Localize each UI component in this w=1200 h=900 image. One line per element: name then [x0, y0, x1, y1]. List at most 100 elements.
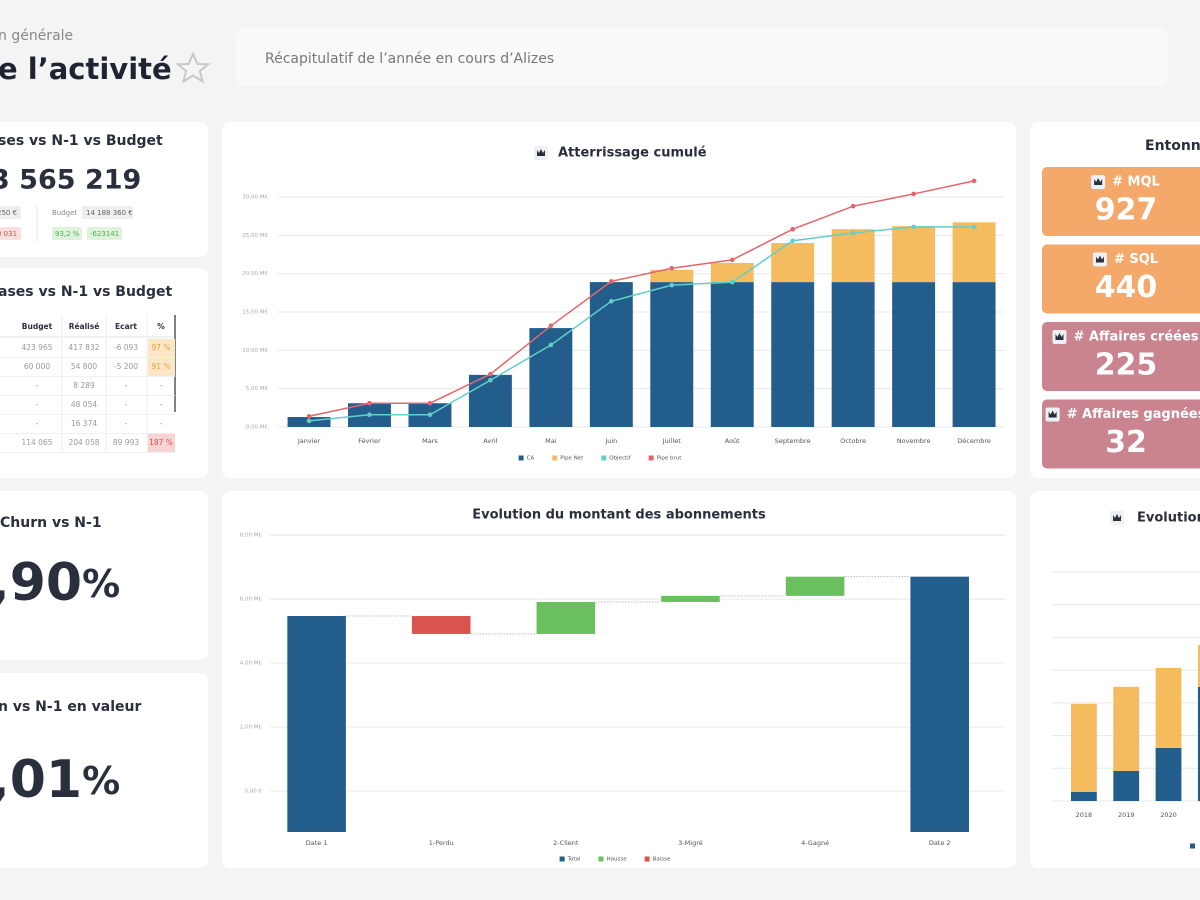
cell: - [160, 381, 163, 390]
y-tick-label: 2,00 M€ [240, 725, 263, 731]
legend-item: Pipe Net [552, 455, 584, 462]
x-tick-label: Décembre [957, 437, 991, 445]
cell: - [36, 419, 39, 428]
legend-label: CA [527, 456, 535, 462]
y-tick-label: 10,00 M€ [242, 348, 268, 354]
bar [1155, 748, 1182, 801]
x-tick-label: Novembre [897, 437, 931, 445]
legend-label: Pipe Net [560, 456, 584, 462]
cell: - [36, 381, 39, 390]
table: Budget Réalisé Ecart % 423 965 417 832 -6 093 9… [0, 315, 176, 453]
cell: 48 054 [71, 400, 97, 409]
legend-swatch [648, 455, 654, 461]
card [0, 673, 208, 868]
cell: 16 374 [71, 419, 97, 428]
funnel-label: # SQL [1114, 252, 1158, 267]
cell: - [125, 419, 128, 428]
search-box[interactable] [236, 28, 1168, 86]
funnel-label: # Affaires gagnées [1067, 407, 1200, 422]
funnel-label: # Affaires créées [1073, 330, 1198, 345]
y-tick-label: 30,00 M€ [242, 195, 268, 201]
x-tick-label: Avril [483, 437, 497, 445]
unit: % [82, 562, 120, 606]
x-tick-label: Mai [545, 437, 557, 445]
cell-highlight [148, 434, 175, 452]
card [0, 491, 208, 660]
line-point [488, 377, 493, 383]
cell: 97 % [151, 343, 170, 352]
x-tick-label: Septembre [775, 437, 811, 445]
x-tick-label: Août [725, 437, 740, 445]
funnel-value: 927 [1095, 193, 1158, 228]
funnel-tile [1042, 244, 1200, 314]
bar [710, 282, 754, 427]
bar [650, 282, 694, 427]
kpi-value: 3 565 219 [0, 165, 141, 196]
x-tick-label: 3-Migré [678, 839, 703, 847]
legend-swatch [644, 856, 650, 862]
favorite-star[interactable] [175, 51, 211, 84]
y-tick-label: 6,00 M€ [240, 597, 263, 603]
line-point [729, 257, 735, 263]
column-header: Ecart [115, 322, 137, 331]
crown-icon [537, 149, 545, 156]
crown-icon [1048, 410, 1057, 418]
line-point [367, 412, 372, 418]
cell: 91 % [151, 362, 170, 371]
x-tick-label: Juin [604, 437, 617, 445]
x-tick-label: Février [358, 437, 381, 445]
legend-swatch [598, 856, 604, 862]
value: ,01 [0, 750, 82, 810]
funnel-tile [1042, 322, 1200, 391]
line-point [911, 224, 916, 230]
line-point [850, 230, 856, 236]
breadcrumb: n générale [0, 28, 73, 44]
line-point [790, 226, 795, 232]
line-point [427, 412, 433, 418]
crown-icon [1113, 514, 1121, 521]
x-tick-label: 2-Client [553, 839, 579, 847]
bar [1113, 686, 1140, 771]
bar [287, 616, 346, 832]
cell: - [160, 419, 163, 428]
card-title: Entonno [1145, 138, 1200, 154]
legend-item: Baisse [644, 856, 671, 863]
card [0, 122, 208, 257]
legend-label: Pipe brut [657, 456, 683, 462]
y-tick-label: 20,00 M€ [242, 271, 268, 277]
funnel-tile [1042, 167, 1200, 236]
kpi-value: ,90% [0, 553, 120, 613]
y-tick-label: 0,00 M€ [246, 425, 269, 431]
kpi-value: ,01% [0, 750, 120, 810]
card-title: Churn vs N-1 [0, 515, 102, 531]
bar [589, 282, 633, 427]
bar [785, 576, 845, 596]
legend-swatch [559, 856, 565, 862]
chart-title: Evolution du montant des abonnements [472, 508, 766, 523]
budget-value: 14 188 360 € [86, 209, 133, 217]
bar [710, 262, 754, 283]
cell: 60 000 [24, 362, 50, 371]
cell: 423 965 [21, 343, 52, 352]
bar [536, 601, 596, 634]
search-placeholder: Récapitulatif de l’année en cours d’Aliz… [265, 51, 554, 67]
cell: 89 993 [113, 438, 139, 447]
x-tick-label: Octobre [840, 437, 866, 445]
line-point [911, 191, 916, 197]
pill [0, 227, 21, 240]
line-point [548, 342, 554, 348]
column-header: Budget [22, 322, 53, 331]
line [308, 226, 975, 422]
bar [892, 282, 936, 427]
column-header: % [157, 322, 165, 331]
cell: - [36, 400, 39, 409]
chart-title: Atterrissage cumulé [558, 146, 707, 161]
unit: % [82, 759, 120, 803]
crown-icon [1055, 333, 1064, 340]
legend-label: Hausse [606, 857, 627, 863]
page-title: e l’activité [0, 52, 172, 86]
line-point [729, 279, 735, 285]
bar [661, 595, 720, 602]
cell: -6 093 [114, 343, 138, 352]
y-tick-label: 15,00 M€ [242, 310, 268, 316]
